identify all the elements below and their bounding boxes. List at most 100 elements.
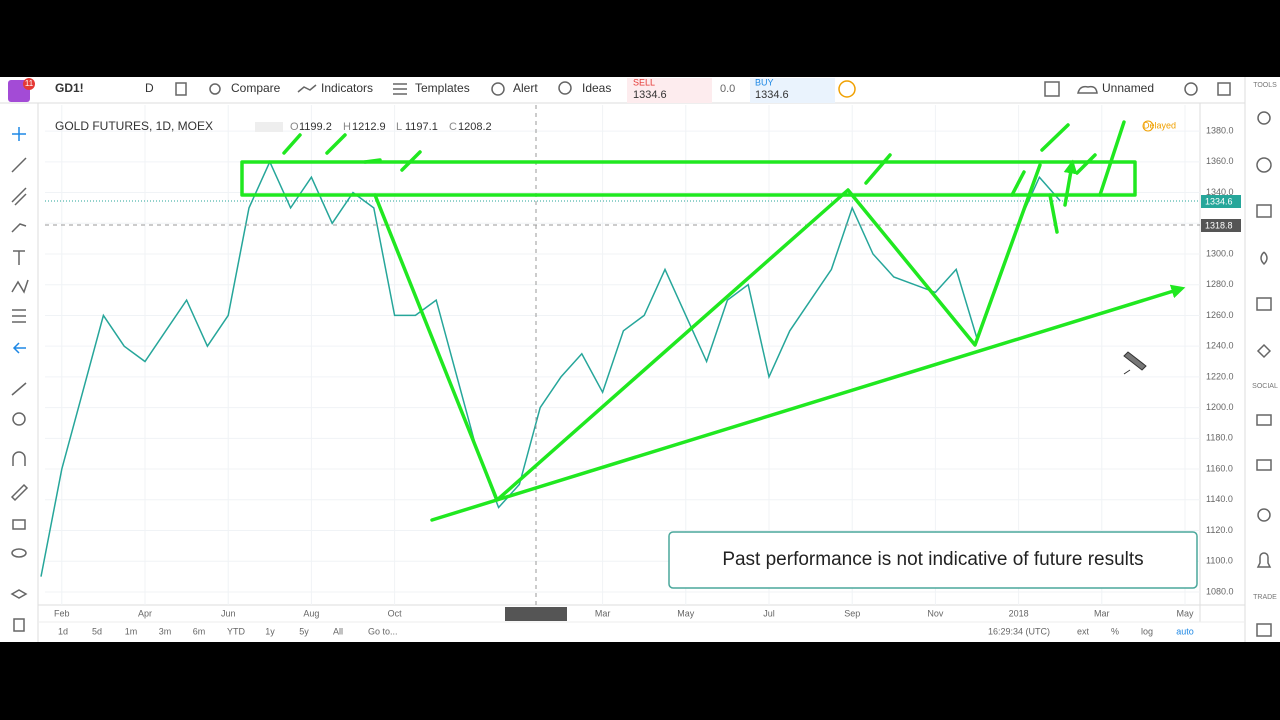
x-tick-label: Feb [54,608,70,618]
zoom-tool[interactable] [12,412,26,426]
ideas-button[interactable]: Ideas [582,81,611,95]
alerts-icon[interactable] [1256,157,1272,173]
ohlc-key: O [290,121,299,133]
goto-button[interactable]: Go to... [368,626,398,636]
templates-button[interactable]: Templates [415,81,470,95]
back-tool[interactable] [12,342,26,354]
ohlc-key: C [449,121,457,133]
chart-type-icon[interactable] [175,82,187,96]
info-icon[interactable] [838,80,856,98]
user-drawings [240,120,1186,522]
bottom-bar: 1d 5d 1m 3m 6m YTD 1y 5y All Go to... 16:29:34 (UT… [58,626,1194,636]
cloud-icon [1077,85,1098,94]
chat-icon[interactable] [1256,414,1272,426]
settings-icon[interactable] [1184,82,1198,96]
search-icon[interactable] [1257,111,1271,125]
calendar-icon[interactable] [1256,297,1272,311]
range-button[interactable]: All [333,626,343,636]
ohlc-key: L [396,121,402,133]
notice-text: Past performance is not indicative of fu… [722,549,1143,570]
ohlc-key: H [343,121,351,133]
pattern-tool[interactable] [11,279,29,294]
y-tick-label: 1160.0 [1206,463,1233,473]
indicators-button[interactable]: Indicators [321,81,373,95]
x-tick-label: Mar [1094,608,1110,618]
symbol[interactable]: GD1! [55,81,84,95]
y-tick-label: 1100.0 [1206,556,1233,566]
y-tick-label: 1340.0 [1206,187,1234,197]
range-button[interactable]: 5y [299,626,309,636]
x-tick-label: Mar [595,608,611,618]
brush-tool[interactable] [11,223,27,233]
layout-name[interactable]: Unnamed [1102,81,1154,95]
watchlist-icon[interactable] [1256,204,1272,218]
range-button[interactable]: 1m [125,626,138,636]
fib-tool[interactable] [11,187,27,206]
buy-label: BUY [755,77,774,87]
notice-box [668,531,1198,589]
range-button[interactable]: 5d [92,626,102,636]
compare-button[interactable]: Compare [231,81,281,95]
sidebar-trade: TRADE [1253,594,1277,601]
ohlc-value: 1197.1 [405,121,438,133]
x-tick-label: Apr [138,608,152,618]
y-tick-label: 1140.0 [1206,494,1233,504]
x-tick-label: Jun [221,608,236,618]
prediction-tool[interactable] [12,309,26,323]
x-tick-label: Sep [844,608,860,618]
delayed-status: Delayed [1143,120,1176,130]
lock-tool[interactable] [12,519,26,530]
ideas-stream-icon[interactable] [1256,343,1272,359]
scale-option[interactable]: ext [1077,626,1090,636]
spread: 0.0 [720,83,735,95]
sell-button[interactable] [627,78,712,103]
trash-tool[interactable] [13,618,25,632]
interval[interactable]: D [145,81,154,95]
eye-tool[interactable] [11,548,27,558]
notifications-icon[interactable] [1256,552,1272,568]
range-button[interactable]: 3m [159,626,172,636]
ruler-tool[interactable] [11,382,27,396]
buy-button[interactable] [750,78,835,103]
compare-icon [209,83,221,95]
fullscreen-icon[interactable] [1044,81,1060,97]
alert-button[interactable]: Alert [513,81,538,95]
x-tick-label: Oct [388,608,403,618]
x-tick-label: Aug [303,608,319,618]
sell-price: 1334.6 [633,89,667,101]
text-tool[interactable] [13,250,25,265]
badge-count: 11 [25,79,34,88]
x-tick-label: Nov [927,608,944,618]
magnet-tool[interactable] [12,451,26,466]
streams-icon[interactable] [1257,508,1271,522]
y-tick-label: 1220.0 [1206,371,1234,381]
alert-icon [491,82,505,96]
range-button[interactable]: 1y [265,626,275,636]
stay-drawing-tool[interactable] [10,483,29,502]
y-tick-label: 1360.0 [1206,156,1234,166]
buy-price: 1334.6 [755,89,789,101]
range-button[interactable]: 1d [58,626,68,636]
templates-icon [393,83,407,95]
legend-buttons[interactable] [255,122,283,132]
layers-tool[interactable] [10,589,28,599]
crosshair-tool[interactable] [12,127,26,141]
messages-icon[interactable] [1256,459,1272,471]
range-button[interactable]: 6m [193,626,206,636]
scale-option[interactable]: log [1141,626,1153,636]
indicators-icon [297,84,317,93]
y-tick-label: 1080.0 [1206,586,1234,596]
popout-icon[interactable] [1217,82,1231,96]
plot [40,159,1061,577]
ohlc-value: 1199.2 [299,121,332,133]
scale-option[interactable]: auto [1176,626,1194,636]
range-button[interactable]: YTD [227,626,246,636]
scale-option[interactable]: % [1111,626,1119,636]
clock: 16:29:34 (UTC) [988,626,1050,636]
trendline-tool[interactable] [11,157,27,173]
hotlist-icon[interactable] [1260,251,1268,266]
sidebar-tools: TOOLS [1253,82,1277,89]
sidebar-social: SOCIAL [1252,383,1278,390]
panel-icon[interactable] [1256,623,1272,637]
